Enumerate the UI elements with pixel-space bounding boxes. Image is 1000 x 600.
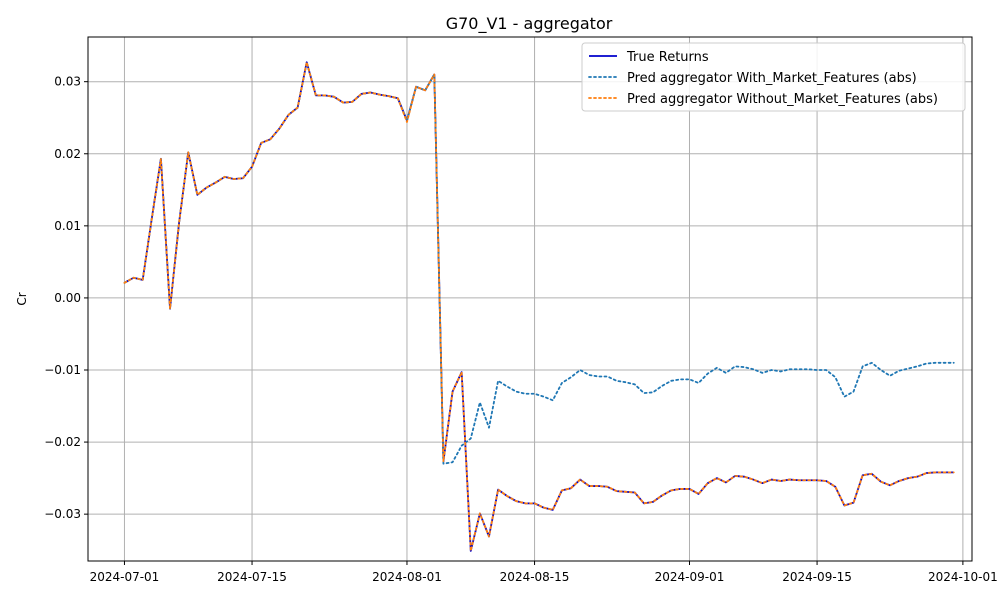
plot-area-frame: [87, 36, 973, 562]
x-tick-label: 2024-09-15: [782, 570, 852, 584]
x-tick-label: 2024-07-01: [90, 570, 160, 584]
y-tick-label: 0.02: [54, 147, 81, 161]
chart-title: G70_V1 - aggregator: [446, 14, 613, 34]
x-tick-label: 2024-08-01: [372, 570, 442, 584]
legend-box: [581, 42, 966, 112]
y-tick-label: −0.02: [44, 435, 81, 449]
legend: True Returns Pred aggregator With_Market_…: [581, 42, 966, 112]
x-axis-ticks: 2024-07-01 2024-07-15 2024-08-01 2024-08-15…: [90, 561, 998, 584]
y-tick-label: −0.01: [44, 363, 81, 377]
series-line-2: [123, 61, 955, 552]
legend-label-0: True Returns: [626, 50, 709, 65]
y-tick-label: 0.03: [54, 75, 81, 89]
y-axis-label: Cr: [15, 292, 29, 305]
x-tick-label: 2024-10-01: [928, 570, 998, 584]
y-tick-label: 0.00: [54, 291, 81, 305]
y-axis-ticks: −0.03 −0.02 −0.01 0.00 0.01 0.02 0.03: [44, 75, 88, 521]
x-tick-label: 2024-07-15: [217, 570, 287, 584]
legend-label-1: Pred aggregator With_Market_Features (ab…: [627, 71, 917, 86]
x-tick-label: 2024-08-15: [500, 570, 570, 584]
y-tick-label: −0.03: [44, 507, 81, 521]
y-tick-label: 0.01: [54, 219, 81, 233]
x-tick-label: 2024-09-01: [655, 570, 725, 584]
plot-series: [123, 61, 955, 552]
legend-label-2: Pred aggregator Without_Market_Features …: [627, 92, 938, 107]
